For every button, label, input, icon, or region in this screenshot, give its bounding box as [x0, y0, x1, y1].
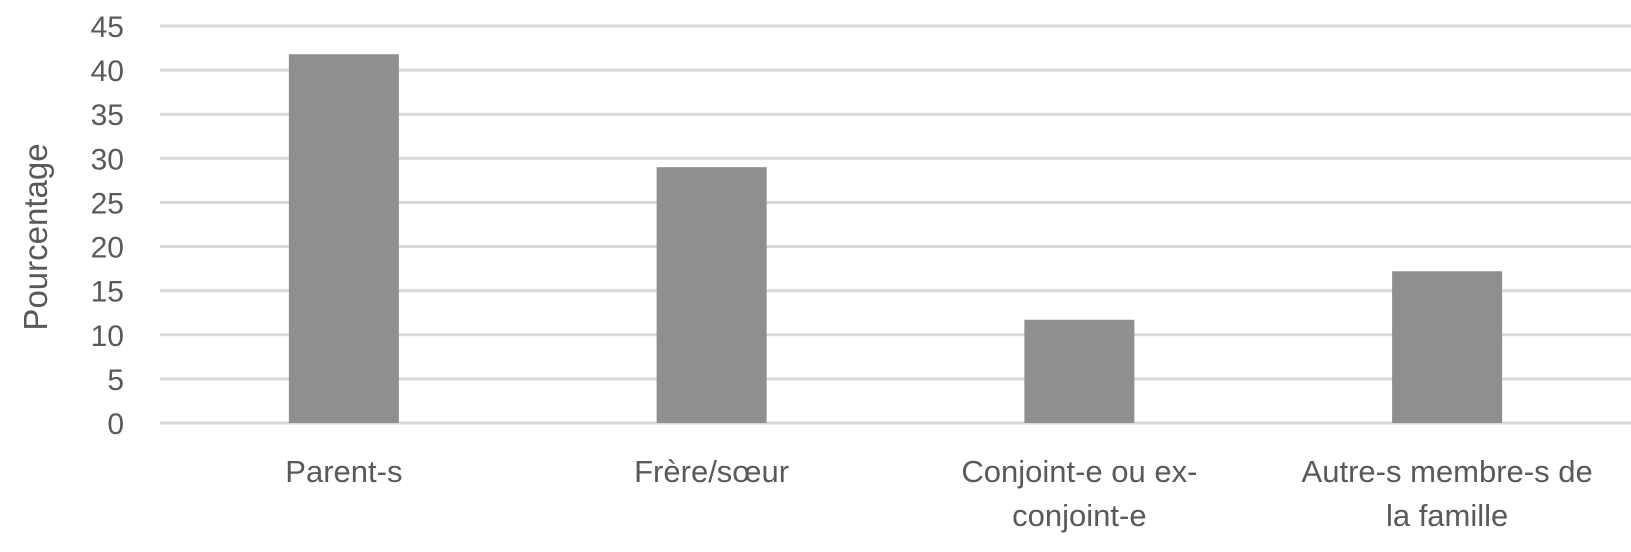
x-category-label: Autre-s membre-s de la famille [1302, 454, 1593, 533]
x-category-label: Frère/sœur [634, 454, 789, 489]
y-axis-ticks: 0 5 10 15 20 25 30 35 40 45 [91, 11, 124, 441]
bar [288, 54, 399, 423]
y-tick-label: 35 [91, 99, 124, 132]
y-axis-title: Pourcentage [17, 143, 54, 330]
y-tick-label: 40 [91, 55, 124, 88]
x-category-label: Conjoint-e ou ex-conjoint-e [961, 454, 1197, 533]
y-tick-label: 25 [91, 187, 124, 220]
gridlines [160, 24, 1631, 425]
y-tick-label: 5 [107, 364, 124, 397]
y-tick-label: 15 [91, 276, 124, 309]
y-tick-label: 30 [91, 143, 124, 176]
bar [1024, 319, 1135, 423]
bar [656, 167, 767, 423]
bar [1392, 271, 1503, 423]
y-tick-label: 0 [107, 408, 124, 441]
bars [288, 54, 1503, 423]
y-tick-label: 10 [91, 320, 124, 353]
x-axis-labels: Parent-s Frère/sœur Conjoint-e ou ex-conjo… [285, 454, 1592, 533]
x-category-label: Parent-s [285, 454, 402, 489]
y-tick-label: 45 [91, 11, 124, 44]
y-tick-label: 20 [91, 232, 124, 265]
